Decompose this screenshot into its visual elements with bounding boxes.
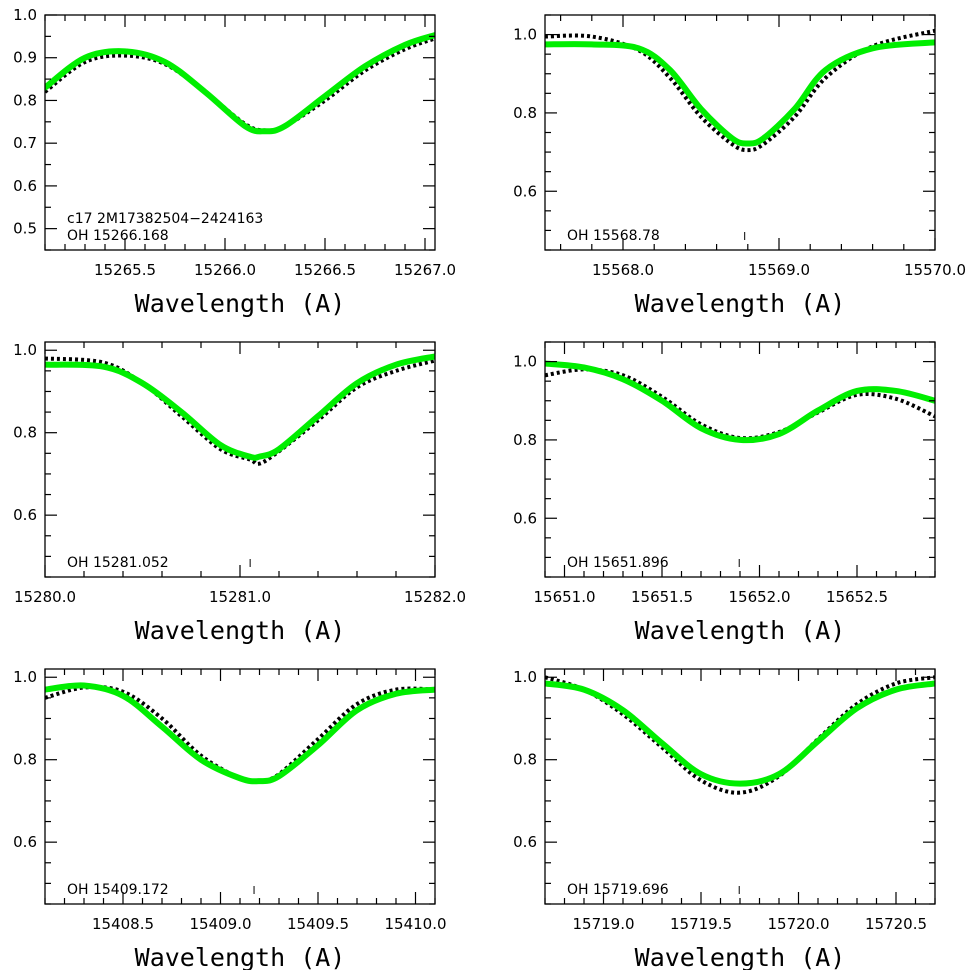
x-tick-label: 15267.0 xyxy=(394,261,456,279)
x-tick-label: 15651.0 xyxy=(533,588,595,606)
panel-2: 15568.0 15569.0 15570.0 0.6 0.8 1.0 Wavelength… xyxy=(513,14,966,318)
x-tick-label: 15568.0 xyxy=(592,261,654,279)
panel-5: 15408.5 15409.0 15409.5 15410.0 0.6 0.8 1.0 Wav… xyxy=(13,668,446,970)
line-annotation: OH 15719.696 xyxy=(567,882,669,898)
y-tick-label: 1.0 xyxy=(513,668,537,686)
y-tick-label: 1.0 xyxy=(13,341,37,359)
x-tick-label: 15719.5 xyxy=(670,915,732,933)
x-tick-label: 15652.0 xyxy=(728,588,790,606)
x-tick-label: 15720.0 xyxy=(767,915,829,933)
y-tick-label: 0.6 xyxy=(513,833,537,851)
y-tick-label: 0.6 xyxy=(13,177,37,195)
y-tick-label: 0.9 xyxy=(13,49,37,67)
x-tick-label: 15266.5 xyxy=(294,261,356,279)
y-tick-label: 0.6 xyxy=(513,182,537,200)
x-tick-label: 15410.0 xyxy=(384,915,446,933)
x-axis-label: Wavelength (A) xyxy=(635,289,846,318)
x-tick-label: 15652.5 xyxy=(826,588,888,606)
y-tick-label: 1.0 xyxy=(13,6,37,24)
y-tick-label: 0.7 xyxy=(13,134,37,152)
x-tick-label: 15409.0 xyxy=(189,915,251,933)
model-spectrum-line xyxy=(45,682,435,785)
x-axis-label: Wavelength (A) xyxy=(135,289,346,318)
plot-frame xyxy=(44,341,436,578)
x-tick-label: 15409.5 xyxy=(287,915,349,933)
line-annotation: OH 15568.78 xyxy=(567,228,660,244)
observed-spectrum-line xyxy=(545,367,935,441)
panel-4: 15651.0 15651.5 15652.0 15652.5 0.6 0.8 1.0 Wav… xyxy=(513,341,936,645)
panel-6: 15719.0 15719.5 15720.0 15720.5 0.6 0.8 1.0 Wav… xyxy=(513,668,936,970)
model-spectrum-line xyxy=(545,360,935,444)
x-tick-label: 15570.0 xyxy=(904,261,966,279)
y-tick-label: 0.6 xyxy=(13,506,37,524)
y-tick-label: 1.0 xyxy=(13,668,37,686)
x-tick-label: 15265.5 xyxy=(94,261,156,279)
line-annotation: OH 15409.172 xyxy=(67,882,169,898)
x-tick-label: 15408.5 xyxy=(92,915,154,933)
x-axis-label: Wavelength (A) xyxy=(635,616,846,645)
y-tick-label: 0.8 xyxy=(513,104,537,122)
plot-frame xyxy=(44,668,436,905)
x-axis-label: Wavelength (A) xyxy=(135,943,346,970)
model-spectrum-line xyxy=(545,39,935,147)
y-tick-label: 1.0 xyxy=(513,353,537,371)
y-tick-label: 0.6 xyxy=(513,509,537,527)
y-tick-label: 0.8 xyxy=(13,91,37,109)
y-tick-label: 0.8 xyxy=(513,751,537,769)
line-annotation: OH 15651.896 xyxy=(567,555,669,571)
line-annotation: OH 15266.168 xyxy=(67,228,169,244)
y-tick-label: 0.5 xyxy=(13,220,37,238)
model-spectrum-line xyxy=(45,32,435,135)
x-tick-label: 15266.0 xyxy=(194,261,256,279)
y-tick-label: 0.8 xyxy=(13,751,37,769)
x-tick-label: 15280.0 xyxy=(14,588,76,606)
x-tick-label: 15651.5 xyxy=(631,588,693,606)
panel-1: 15265.5 15266.0 15266.5 15267.0 0.5 0.6 0.7 0.8… xyxy=(13,6,456,318)
line-annotation: OH 15281.052 xyxy=(67,555,169,571)
x-tick-label: 15720.5 xyxy=(865,915,927,933)
x-axis-label: Wavelength (A) xyxy=(135,616,346,645)
x-tick-label: 15569.0 xyxy=(748,261,810,279)
x-axis-label: Wavelength (A) xyxy=(635,943,846,970)
y-tick-label: 0.8 xyxy=(513,431,537,449)
y-tick-label: 0.6 xyxy=(13,833,37,851)
y-tick-label: 1.0 xyxy=(513,26,537,44)
x-tick-label: 15282.0 xyxy=(404,588,466,606)
model-spectrum-line xyxy=(45,353,435,461)
plot-frame xyxy=(544,341,936,578)
panel-3: 15280.0 15281.0 15282.0 0.6 0.8 1.0 Wavelength… xyxy=(13,341,466,645)
y-tick-label: 0.8 xyxy=(13,424,37,442)
model-spectrum-line xyxy=(545,680,935,787)
plot-frame xyxy=(44,14,436,251)
x-tick-label: 15281.0 xyxy=(209,588,271,606)
line-annotation: c17 2M17382504−2424163 xyxy=(67,211,263,227)
x-tick-label: 15719.0 xyxy=(572,915,634,933)
